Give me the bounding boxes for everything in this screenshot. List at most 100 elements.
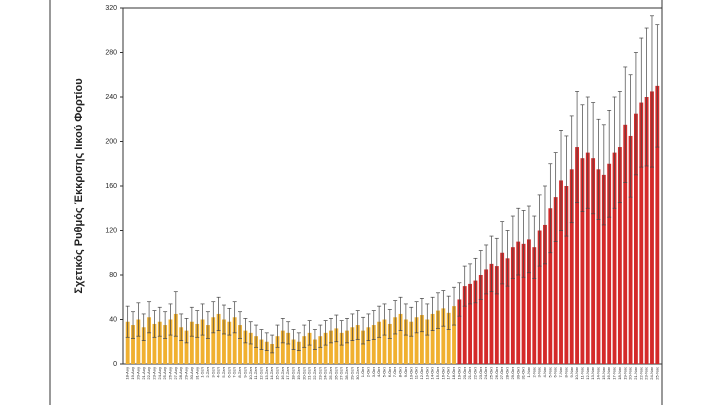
bar [446, 312, 451, 364]
x-tick-label: 8-Σεπ [237, 367, 242, 378]
bar [152, 323, 157, 364]
bar [307, 332, 312, 364]
x-tick-label: 28-Αυγ [178, 367, 183, 380]
bar [227, 321, 232, 364]
bar [403, 319, 408, 364]
x-tick-label: 23-Αυγ [151, 367, 156, 380]
bar [205, 325, 210, 364]
bar [355, 325, 360, 364]
x-tick-label: 21-Αυγ [141, 367, 146, 380]
y-tick-label: 160 [105, 183, 117, 190]
bar [131, 325, 135, 364]
x-tick-label: 18-Σεπ [291, 367, 296, 380]
bar [494, 266, 499, 364]
x-tick-label: 25-Αυγ [162, 367, 167, 380]
x-tick-label: 30-Οκτ [515, 367, 520, 380]
x-tick-label: 7-Νοε [558, 367, 563, 378]
bar [238, 325, 242, 364]
x-tick-label: 21-Σεπ [307, 367, 312, 380]
y-tick-label: 80 [109, 272, 117, 279]
x-tick-label: 4-Σεπ [216, 367, 221, 378]
x-tick-label: 7-Οκτ [392, 367, 397, 378]
x-tick-label: 3-Οκτ [371, 367, 376, 378]
x-tick-label: 18-Νοε [617, 367, 622, 380]
bar [248, 332, 253, 364]
x-tick-label: 28-Οκτ [505, 367, 510, 380]
bar [211, 317, 216, 364]
bar [147, 317, 152, 364]
x-tick-label: 7-Σεπ [232, 367, 237, 378]
bar [650, 91, 654, 364]
x-tick-label: 18-Αυγ [125, 367, 130, 380]
bar [553, 197, 558, 364]
bar [264, 341, 269, 364]
bar [296, 341, 301, 364]
bar [537, 230, 542, 364]
y-tick-label: 0 [113, 361, 117, 368]
x-tick-label: 29-Αυγ [184, 367, 189, 380]
x-tick-label: 27-Οκτ [499, 367, 504, 380]
y-tick-label: 200 [105, 138, 117, 145]
x-tick-label: 9-Σεπ [242, 367, 247, 378]
bar [184, 330, 189, 364]
x-tick-label: 22-Νοε [638, 367, 643, 380]
x-tick-label: 25-Νοε [654, 367, 659, 380]
bar [361, 330, 366, 364]
x-tick-label: 6-Νοε [553, 367, 558, 378]
bar [441, 308, 446, 364]
bar [521, 243, 526, 364]
x-tick-label: 14-Σεπ [269, 367, 274, 380]
y-tick-label: 320 [105, 5, 117, 12]
bar [173, 313, 178, 364]
bar [655, 85, 660, 364]
bar [516, 241, 521, 364]
x-tick-label: 21-Νοε [633, 367, 638, 380]
x-tick-label: 3-Νοε [537, 367, 542, 378]
x-tick-label: 2-Οκτ [365, 367, 370, 378]
bar [543, 224, 547, 364]
bar [457, 299, 462, 364]
y-tick-label: 40 [109, 316, 117, 323]
x-tick-label: 24-Αυγ [157, 367, 162, 380]
x-tick-label: 21-Οκτ [467, 367, 472, 380]
bar [409, 321, 414, 364]
bar [639, 102, 644, 364]
x-tick-label: 20-Σεπ [301, 367, 306, 380]
bar [628, 135, 633, 364]
x-tick-label: 12-Νοε [585, 367, 590, 380]
x-tick-label: 10-Σεπ [248, 367, 253, 380]
bar [382, 319, 387, 364]
x-tick-label: 5-Νοε [547, 367, 552, 378]
bar [532, 247, 537, 364]
bar [329, 330, 333, 364]
x-tick-label: 8-Νοε [563, 367, 568, 378]
x-tick-label: 19-Νοε [622, 367, 627, 380]
x-tick-label: 31-Οκτ [521, 367, 526, 380]
x-tick-label: 9-Οκτ [403, 367, 408, 378]
x-tick-label: 8-Οκτ [398, 367, 403, 378]
bar [623, 124, 628, 364]
bar [468, 283, 473, 364]
bar [559, 180, 563, 364]
bar [484, 269, 489, 364]
bar [179, 327, 184, 364]
x-tick-label: 6-Οκτ [387, 367, 392, 378]
x-tick-label: 27-Σεπ [339, 367, 344, 380]
bar [430, 313, 435, 364]
bar [339, 332, 344, 364]
bar [510, 247, 515, 364]
bar [270, 343, 275, 364]
bar [607, 163, 612, 364]
x-tick-label: 14-Νοε [596, 367, 601, 380]
bar [371, 325, 376, 364]
x-tick-label: 25-Οκτ [489, 367, 494, 380]
x-tick-label: 10-Νοε [574, 367, 579, 380]
x-tick-label: 15-Οκτ [435, 367, 440, 380]
y-tick-label: 120 [105, 227, 117, 234]
x-tick-label: 1-Οκτ [360, 367, 365, 378]
bar [318, 336, 323, 364]
bar [596, 169, 601, 364]
x-tick-label: 20-Αυγ [135, 367, 140, 380]
x-tick-label: 26-Οκτ [494, 367, 499, 380]
